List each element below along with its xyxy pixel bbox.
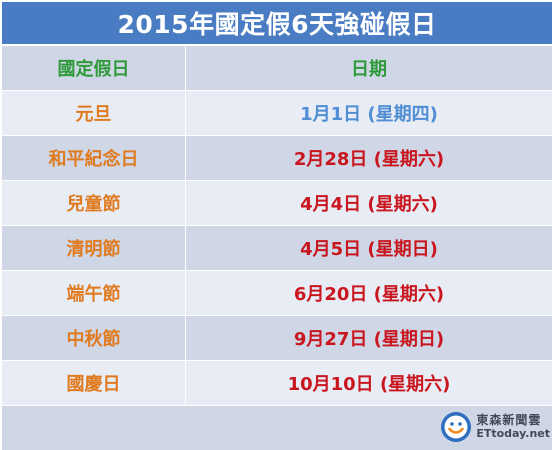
ettoday-logo: 東森新聞雲 ETtoday.net <box>439 410 550 444</box>
table-row: 端午節 6月20日 (星期六) <box>2 271 552 315</box>
table-row: 元旦 1月1日 (星期四) <box>2 91 552 135</box>
table-row: 國慶日 10月10日 (星期六) <box>2 361 552 405</box>
table-row: 和平紀念日 2月28日 (星期六) <box>2 136 552 180</box>
holiday-date: 1月1日 (星期四) <box>300 104 438 125</box>
table-row: 兒童節 4月4日 (星期六) <box>2 181 552 225</box>
ettoday-logo-icon <box>439 410 473 444</box>
header-date: 日期 <box>351 59 387 80</box>
page-title: 2015年國定假6天強碰假日 <box>2 2 552 44</box>
logo-english-text: ETtoday.net <box>476 426 550 440</box>
logo-chinese-text: 東森新聞雲 <box>476 412 542 427</box>
holiday-name: 兒童節 <box>2 181 186 225</box>
table-row: 清明節 4月5日 (星期日) <box>2 226 552 270</box>
header-holiday-name: 國定假日 <box>2 46 186 90</box>
holiday-date: 6月20日 (星期六) <box>293 284 445 305</box>
holiday-date: 10月10日 (星期六) <box>287 374 451 395</box>
holiday-name: 元旦 <box>2 91 186 135</box>
holiday-date: 4月5日 (星期日) <box>300 239 438 260</box>
holiday-date: 4月4日 (星期六) <box>300 194 438 215</box>
holiday-name: 端午節 <box>2 271 186 315</box>
table-header-row: 國定假日 日期 <box>2 46 552 90</box>
holiday-date: 9月27日 (星期日) <box>293 329 445 350</box>
holiday-name: 和平紀念日 <box>2 136 186 180</box>
holiday-name: 清明節 <box>2 226 186 270</box>
holiday-table: 國定假日 日期 元旦 1月1日 (星期四) 和平紀念日 2月28日 (星期六) … <box>2 46 552 450</box>
holiday-date: 2月28日 (星期六) <box>293 149 445 170</box>
table-row: 中秋節 9月27日 (星期日) <box>2 316 552 360</box>
holiday-name: 中秋節 <box>2 316 186 360</box>
holiday-name: 國慶日 <box>2 361 186 405</box>
